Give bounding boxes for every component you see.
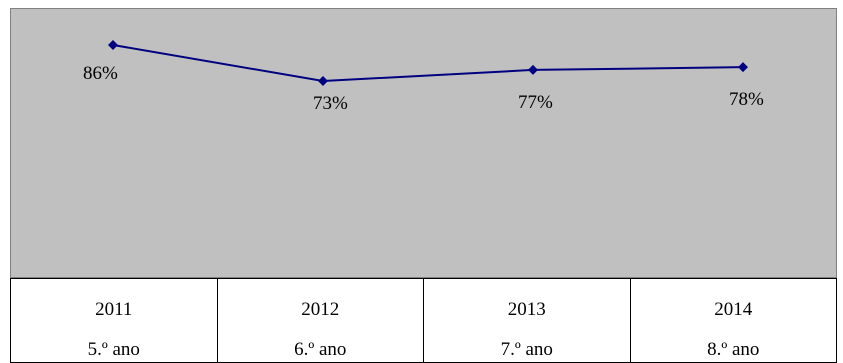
grade-label: 8.º ano — [707, 339, 760, 360]
series-layer — [108, 40, 748, 86]
category-cell: 2013 7.º ano — [423, 278, 631, 363]
data-label: 77% — [518, 92, 553, 113]
category-cell: 2012 6.º ano — [216, 278, 424, 363]
label-layer: 86% 73% 77% 78% — [83, 63, 764, 114]
data-point-marker — [318, 76, 328, 86]
category-cell: 2014 8.º ano — [629, 278, 837, 363]
line-chart: 86% 73% 77% 78% — [83, 40, 764, 114]
category-row: 2011 5.º ano 2012 6.º ano 2013 7.º ano 2… — [10, 278, 837, 363]
year-label: 2014 — [714, 299, 753, 320]
grade-label: 5.º ano — [87, 339, 140, 360]
category-cell: 2011 5.º ano — [10, 278, 218, 363]
series-line — [112, 44, 744, 83]
data-label: 73% — [313, 93, 348, 114]
plot-area — [10, 8, 837, 278]
data-point-marker — [738, 62, 748, 73]
year-label: 2011 — [95, 299, 133, 320]
data-label: 86% — [83, 63, 118, 84]
data-point-marker — [528, 64, 538, 75]
grade-label: 6.º ano — [294, 339, 347, 360]
year-label: 2013 — [507, 299, 546, 320]
year-label: 2012 — [301, 299, 340, 320]
data-point-marker — [108, 40, 118, 50]
category-table: 2011 5.º ano 2012 6.º ano 2013 7.º ano 2… — [10, 278, 837, 363]
grade-label: 7.º ano — [500, 339, 553, 360]
data-label: 78% — [729, 89, 764, 110]
